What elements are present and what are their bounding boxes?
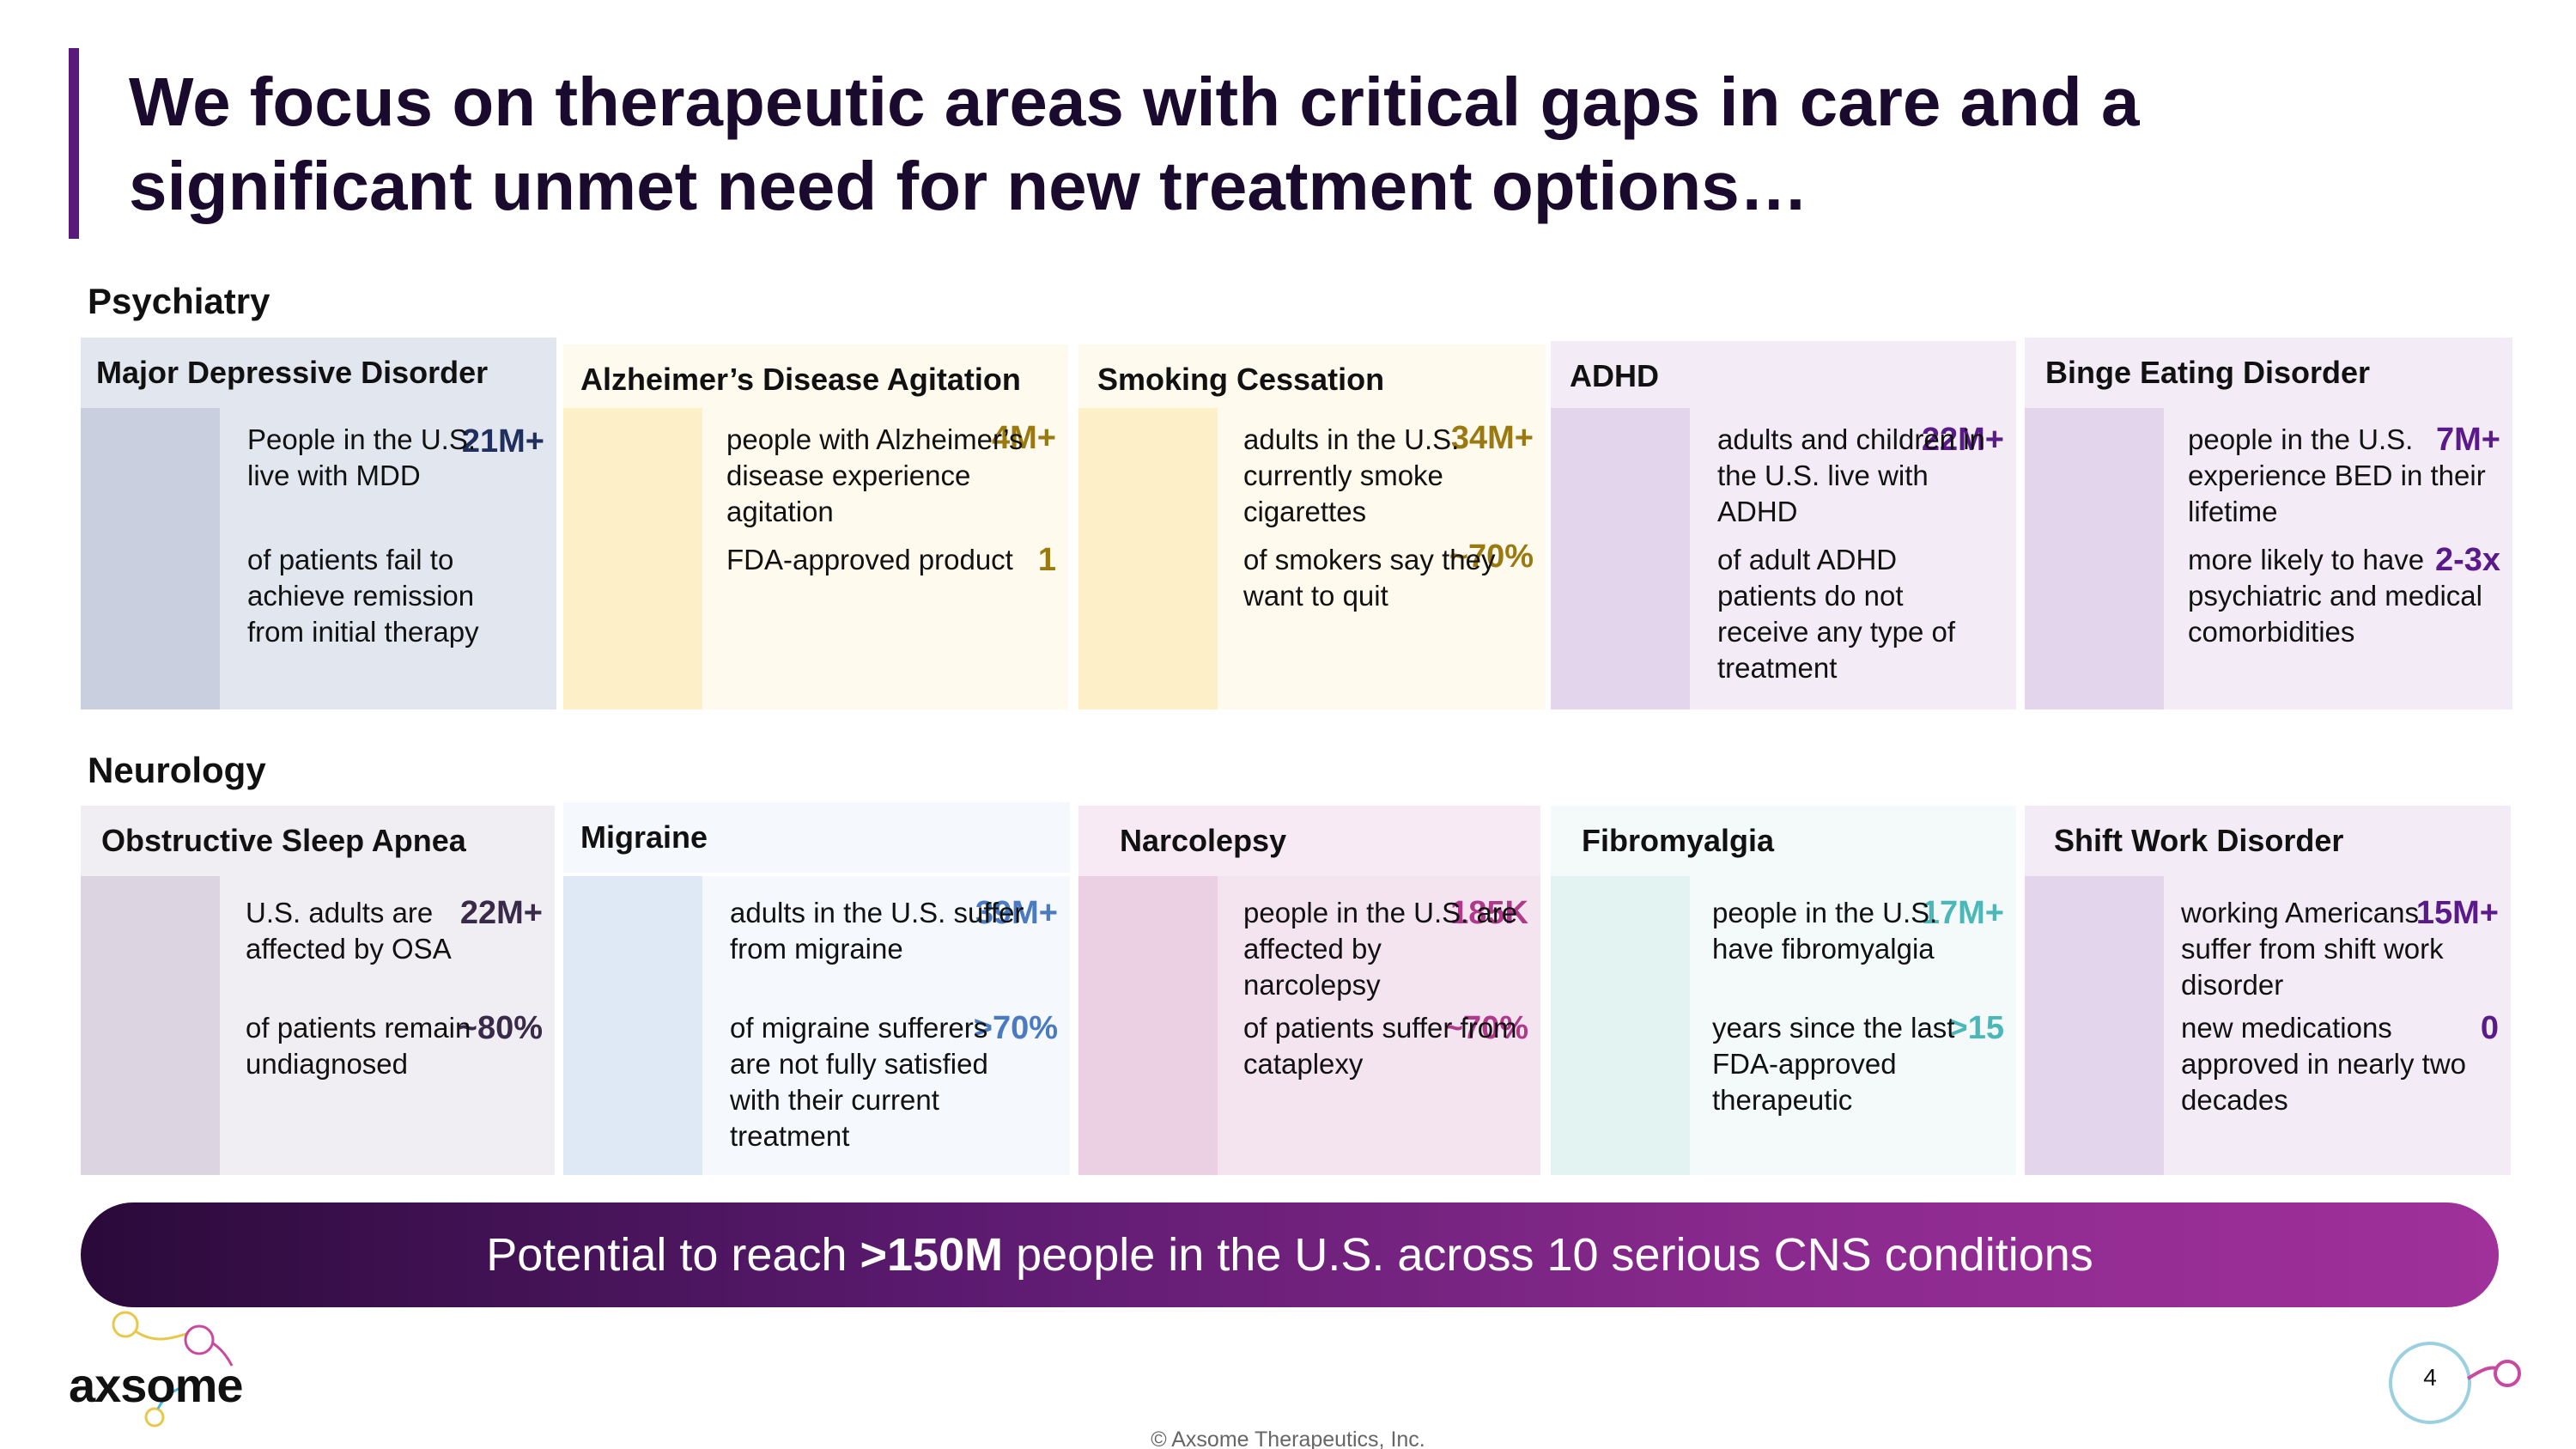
stat-description: of patients fail to achieve remission fr…	[247, 544, 479, 648]
card-shift-work-disorder: Shift Work Disorder 15M+ working America…	[2025, 806, 2511, 1175]
stat-description: FDA-approved product	[726, 544, 1013, 575]
stat-description: people in the U.S. are affected by narco…	[1243, 897, 1518, 1001]
card-title: ADHD	[1551, 341, 2016, 411]
card-alzheimers-disease-agitation: Alzheimer’s Disease Agitation 4M+ people…	[563, 338, 1068, 709]
stat-description: people in the U.S. experience BED in the…	[2188, 423, 2486, 527]
stat-value: 4M+	[992, 420, 1056, 456]
stat-value: 22M+	[1921, 422, 2004, 458]
page-number-badge-icon	[2389, 1342, 2521, 1424]
stat-value: 39M+	[975, 895, 1058, 931]
stat-description: working Americans suffer from shift work…	[2181, 897, 2444, 1001]
stat-description: new medications approved in nearly two d…	[2181, 1012, 2467, 1116]
card-major-depressive-disorder: Major Depressive Disorder 21M+ People in…	[81, 338, 556, 709]
banner-suffix: people in the U.S. across 10 serious CNS…	[1003, 1229, 2093, 1281]
stat-description: people in the U.S. have fibromyalgia	[1712, 897, 1938, 965]
card-title: Major Depressive Disorder	[81, 338, 556, 408]
section-label-psychiatry: Psychiatry	[88, 281, 270, 321]
stat-value: ~80%	[458, 1010, 543, 1046]
card-obstructive-sleep-apnea: Obstructive Sleep Apnea 22M+ U.S. adults…	[81, 806, 555, 1175]
reach-banner: Potential to reach >150M people in the U…	[81, 1202, 2499, 1307]
section-label-neurology: Neurology	[88, 750, 266, 790]
card-narcolepsy: Narcolepsy 185K people in the U.S. are a…	[1078, 806, 1540, 1175]
axsome-logo: axsome	[69, 1306, 292, 1434]
card-title: Smoking Cessation	[1078, 344, 1546, 415]
stat-description: of migraine sufferers are not fully sati…	[730, 1012, 988, 1152]
logo-mark-icon	[112, 1311, 234, 1428]
stat-value: 0	[2480, 1010, 2499, 1046]
copyright: © Axsome Therapeutics, Inc.	[1151, 1428, 1425, 1449]
stat-value: 17M+	[1921, 895, 2004, 931]
stat-description: years since the last FDA-approved therap…	[1712, 1012, 1955, 1116]
stat-description: adults and children in the U.S. live wit…	[1717, 423, 1985, 527]
banner-prefix: Potential to reach	[486, 1229, 860, 1281]
card-title: Shift Work Disorder	[2025, 806, 2511, 876]
card-fibromyalgia: Fibromyalgia 17M+ people in the U.S. hav…	[1551, 806, 2016, 1175]
stat-value: 21M+	[461, 423, 544, 460]
stat-value: ~70%	[1449, 539, 1534, 575]
stat-description: of adult ADHD patients do not receive an…	[1717, 544, 1955, 684]
card-title: Migraine	[563, 802, 1070, 873]
stat-value: ~70%	[1443, 1010, 1528, 1046]
stat-description: adults in the U.S. suffer from migraine	[730, 897, 1024, 965]
page-number: 4	[2423, 1364, 2437, 1391]
stat-value: 2-3x	[2434, 542, 2500, 578]
stat-description: U.S. adults are affected by OSA	[246, 897, 452, 965]
stat-value: 15M+	[2415, 895, 2499, 931]
page-title: We focus on therapeutic areas with criti…	[129, 64, 2140, 224]
card-smoking-cessation: Smoking Cessation 34M+ adults in the U.S…	[1078, 338, 1546, 709]
stat-description: of patients suffer from cataplexy	[1243, 1012, 1517, 1080]
card-title: Narcolepsy	[1078, 806, 1540, 876]
stat-value: 7M+	[2436, 422, 2500, 458]
card-title: Alzheimer’s Disease Agitation	[563, 344, 1068, 415]
title-accent-bar	[69, 48, 79, 239]
stat-description: people with Alzheimer’s disease experien…	[726, 423, 1024, 527]
card-migraine: Migraine 39M+ adults in the U.S. suffer …	[563, 802, 1070, 1175]
stat-value: 1	[1037, 542, 1056, 578]
stat-description: adults in the U.S. currently smoke cigar…	[1243, 423, 1460, 527]
stat-value: 185K	[1450, 895, 1528, 931]
card-title: Obstructive Sleep Apnea	[81, 806, 555, 876]
stat-value: >70%	[973, 1010, 1058, 1046]
card-binge-eating-disorder: Binge Eating Disorder 7M+ people in the …	[2025, 338, 2512, 709]
stat-value: 22M+	[459, 895, 543, 931]
stat-description: more likely to have psychiatric and medi…	[2188, 544, 2482, 648]
stat-value: 34M+	[1450, 420, 1534, 456]
stat-description: of smokers say they want to quit	[1243, 544, 1496, 612]
card-adhd: ADHD 22M+ adults and children in the U.S…	[1551, 338, 2016, 709]
stat-description: of patients remain undiagnosed	[246, 1012, 471, 1080]
stat-value: >15	[1948, 1010, 2004, 1046]
stat-description: People in the U.S. live with MDD	[247, 423, 476, 491]
logo-text: axsome	[69, 1358, 244, 1412]
banner-highlight: >150M	[860, 1229, 1004, 1281]
card-title: Fibromyalgia	[1551, 806, 2016, 876]
card-title: Binge Eating Disorder	[2025, 338, 2512, 408]
